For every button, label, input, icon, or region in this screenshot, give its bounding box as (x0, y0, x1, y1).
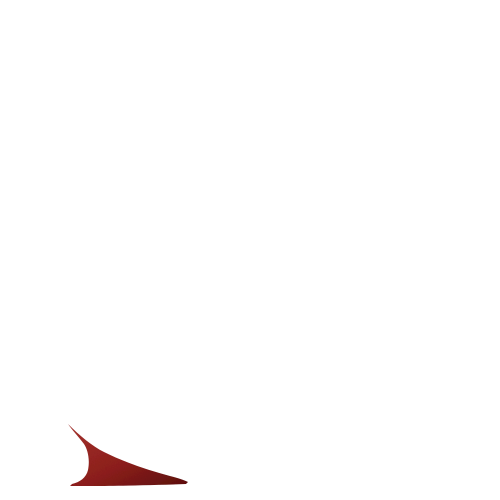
fin-body (68, 424, 188, 486)
